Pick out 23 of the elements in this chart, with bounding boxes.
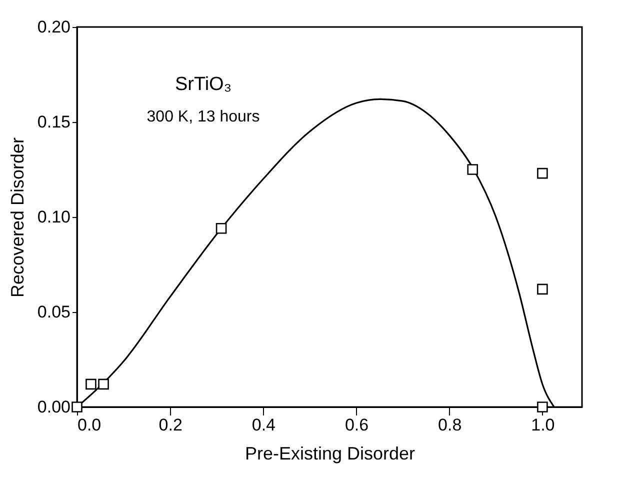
y-tick-label: 0.00 (37, 398, 70, 416)
y-tick-label: 0.15 (37, 112, 70, 132)
x-tick-label: 0.0 (78, 416, 102, 434)
point (98, 378, 109, 390)
point (86, 378, 96, 390)
x-tick-label: 0.4 (252, 416, 276, 434)
x-tick-label: 0.2 (158, 416, 182, 434)
y-tick-label: 0.10 (37, 208, 70, 226)
x-tick-label: 0.8 (438, 416, 462, 434)
y-tick-label: 0.20 (37, 18, 70, 36)
x-tick-label: 0.6 (344, 416, 369, 434)
point (72, 402, 82, 412)
x-tick-label: 1.0 (531, 416, 555, 434)
y-axis-title: Recovered Disorder (7, 137, 28, 298)
x-axis-title: Pre-Existing Disorder (244, 444, 416, 464)
annotation: 300 K, 13 hours (146, 108, 260, 126)
annotation: SrTiO₃ (174, 74, 232, 95)
point (537, 402, 548, 412)
point (467, 164, 478, 175)
point (537, 168, 548, 179)
y-tick-label: 0.05 (37, 302, 70, 322)
point (537, 284, 548, 295)
point (216, 223, 227, 234)
